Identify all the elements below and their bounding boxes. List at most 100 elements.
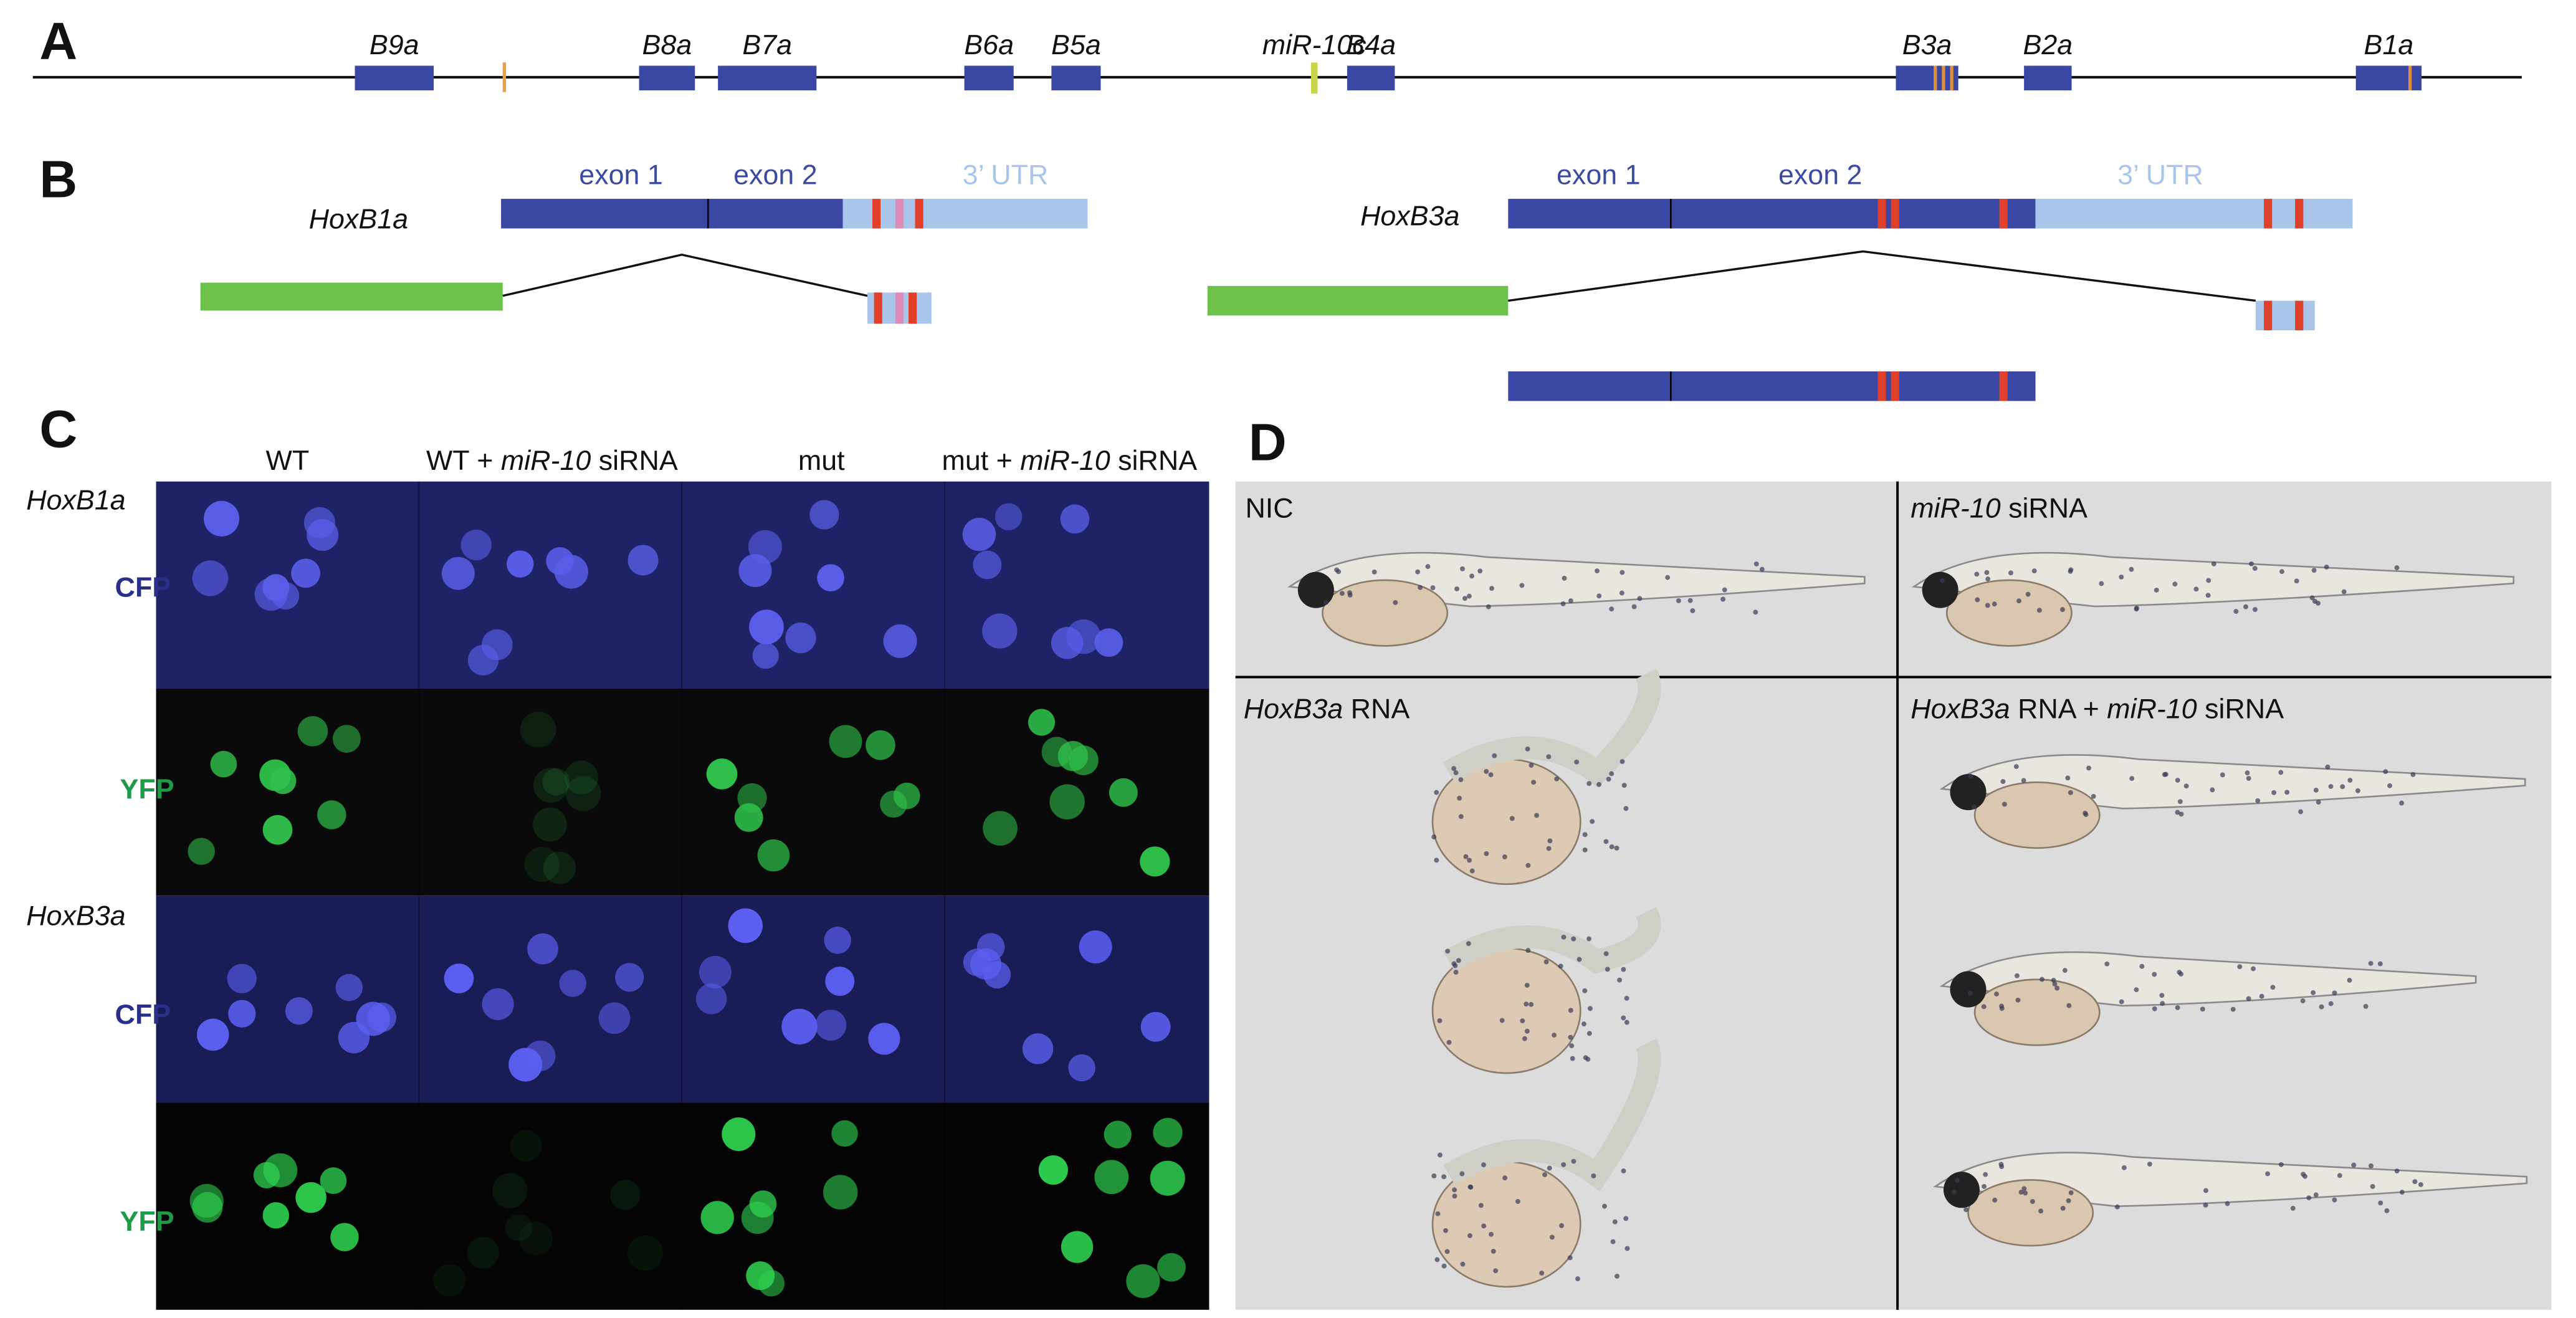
utr	[2035, 199, 2353, 229]
pigment	[1434, 790, 1439, 795]
label-part: miR-10	[2107, 693, 2197, 724]
pigment	[1484, 851, 1489, 856]
pigment	[1586, 781, 1592, 786]
mirna-site	[2408, 65, 2412, 91]
gene-label: B5a	[1051, 29, 1101, 60]
pigment	[2394, 565, 2400, 571]
pigment	[2311, 990, 2316, 995]
pigment	[1430, 585, 1436, 591]
pigment	[2154, 587, 2159, 593]
label-part: siRNA	[2001, 493, 2088, 524]
embryo	[492, 1173, 528, 1208]
pigment	[1558, 963, 1563, 969]
embryo	[510, 1130, 542, 1162]
pigment	[1588, 1006, 1593, 1011]
embryo	[533, 768, 569, 803]
pigment	[1431, 834, 1437, 840]
mirna-site	[1950, 65, 1953, 91]
target-site	[915, 199, 923, 229]
pigment	[2065, 775, 2071, 781]
pigment	[2172, 581, 2178, 587]
pigment	[2160, 1001, 2165, 1006]
pigment	[2083, 812, 2089, 818]
pigment	[2177, 799, 2183, 805]
pigment	[1431, 1173, 1437, 1178]
embryo	[1104, 1120, 1132, 1148]
pigment	[2387, 783, 2393, 788]
pigment	[2220, 772, 2225, 778]
pigment	[1446, 1039, 1452, 1045]
embryo	[868, 1023, 900, 1055]
pigment	[2294, 578, 2299, 584]
embryo	[1109, 778, 1138, 807]
panel-label: B	[39, 150, 77, 208]
gene-label: B9a	[370, 29, 419, 60]
pigment	[1606, 776, 1611, 782]
pigment	[1985, 603, 1990, 608]
embryo	[227, 963, 257, 993]
target-site	[872, 199, 881, 229]
pigment	[1466, 941, 1471, 947]
label-part: HoxB3a	[1911, 693, 2010, 724]
embryo	[307, 518, 339, 552]
embryo	[598, 1002, 631, 1034]
pigment	[1687, 598, 1693, 603]
eye	[1950, 971, 1987, 1008]
pigment	[2337, 1173, 2342, 1178]
embryo	[262, 1202, 290, 1229]
pigment	[2114, 1204, 2120, 1210]
column-header: mut	[798, 445, 845, 476]
embryo	[542, 768, 570, 796]
pigment	[1568, 1008, 1573, 1013]
pigment	[1452, 1193, 1457, 1199]
embryo	[823, 1175, 858, 1210]
pigment	[2328, 784, 2334, 789]
exon	[1508, 371, 2036, 401]
header-part: miR-10	[501, 445, 591, 476]
embryo	[880, 790, 907, 818]
embryo	[866, 730, 895, 760]
pigment	[1434, 857, 1439, 863]
pigment	[2237, 964, 2243, 970]
pigment	[2031, 568, 2037, 574]
pigment	[2253, 607, 2258, 613]
label-part: siRNA	[2197, 693, 2284, 724]
embryo	[520, 711, 556, 748]
pigment	[1459, 1171, 1465, 1177]
gene-box	[2024, 65, 2072, 91]
gene-label: B7a	[742, 29, 792, 60]
embryo	[962, 517, 996, 552]
embryo	[883, 624, 917, 658]
pigment	[1454, 586, 1459, 591]
larva-body	[1933, 1152, 2528, 1207]
pigment	[1568, 598, 1573, 603]
target-site	[2264, 300, 2273, 331]
pigment	[1502, 1175, 1508, 1181]
embryo	[543, 851, 576, 884]
pigment	[1586, 936, 1591, 942]
pigment	[1575, 1276, 1580, 1282]
pigment	[1621, 967, 1626, 972]
embryo	[1038, 1155, 1068, 1185]
panel-label: C	[39, 399, 77, 458]
embryo	[320, 1167, 347, 1194]
eye	[1297, 571, 1334, 608]
yolk	[1973, 781, 2101, 849]
pigment	[2016, 598, 2021, 604]
pigment	[2384, 1208, 2390, 1213]
pigment	[2347, 978, 2352, 983]
embryo	[749, 609, 784, 645]
target-site	[1891, 199, 1899, 229]
pigment	[2121, 1165, 2127, 1170]
transcript-name: HoxB1a	[309, 204, 408, 235]
pigment	[2086, 765, 2092, 771]
pigment	[1437, 1152, 1443, 1158]
pigment	[2399, 800, 2405, 806]
embryo	[524, 846, 560, 882]
larva-body	[1443, 668, 1661, 788]
pigment	[1562, 575, 1567, 581]
micrograph	[156, 895, 1209, 1103]
eye	[1943, 1172, 1980, 1208]
exon	[501, 199, 708, 229]
